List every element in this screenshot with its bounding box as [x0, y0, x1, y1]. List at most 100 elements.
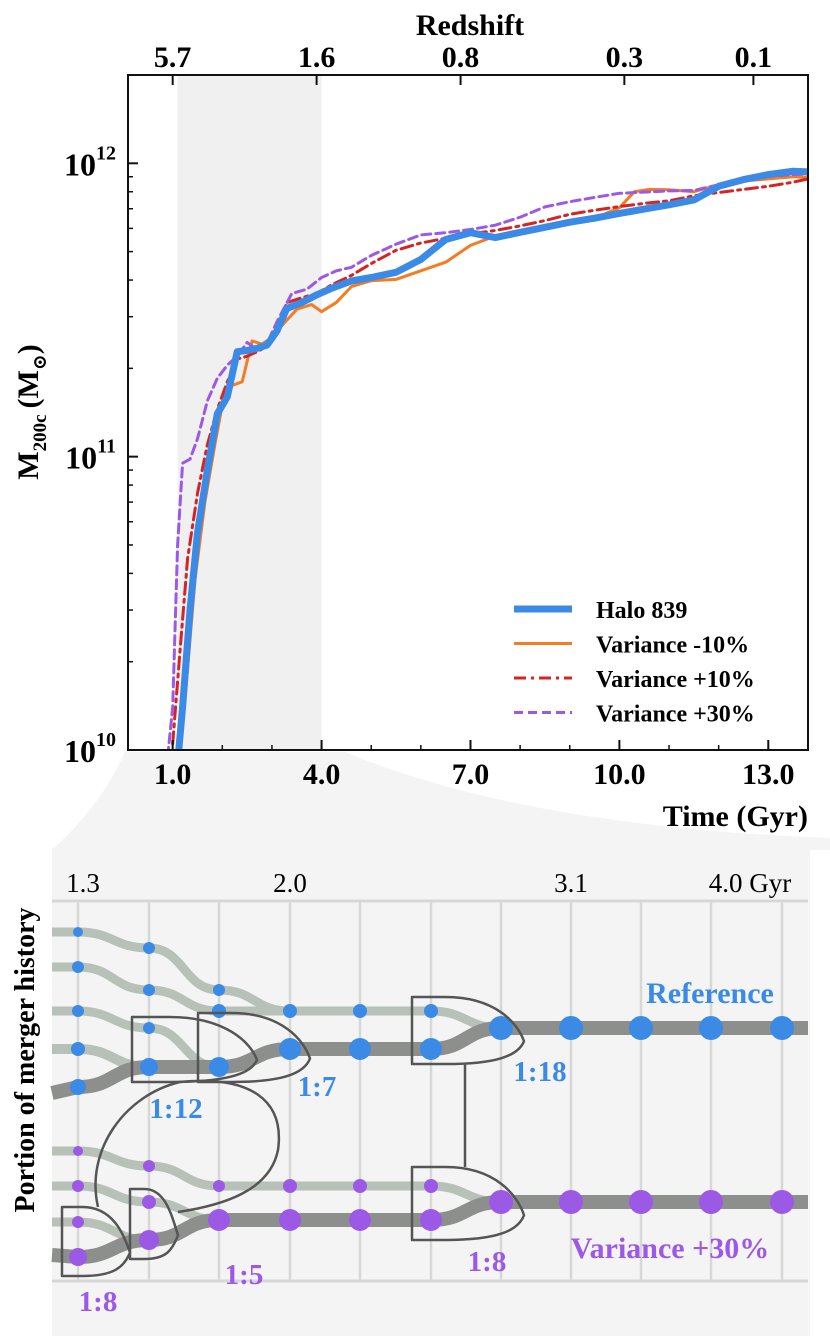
plot-frame: [127, 74, 809, 751]
legend-label-0: Halo 839: [596, 598, 687, 624]
tree-time-label: 4.0 Gyr: [709, 868, 792, 898]
tree-node: [72, 961, 84, 973]
y-axis-title: M200c (M⊙): [12, 344, 51, 480]
series-line-2: [171, 177, 808, 746]
merger-marker: [410, 995, 526, 1066]
nodes: [69, 927, 794, 1266]
merger-panel-ylabel: Portion of merger history: [10, 907, 41, 1212]
y-axis: 1010 1011 1012: [64, 74, 138, 769]
tree-node: [489, 1016, 513, 1040]
tree-node: [559, 1190, 583, 1214]
redshift-tick-label: 0.3: [606, 41, 644, 74]
y-axis-title-unit-symbol: ⊙: [30, 354, 51, 370]
tree-node: [69, 1248, 87, 1266]
tree-node: [699, 1190, 723, 1214]
ref-ratio-1: 1:12: [149, 1093, 202, 1125]
y-tick-label: 1011: [65, 436, 116, 476]
series-line-3: [166, 172, 808, 750]
ref-ratio-2: 1:7: [298, 1071, 337, 1103]
y-axis-title-close: ): [12, 344, 45, 354]
legend: Halo 839 Variance -10% Variance +10% Varian…: [514, 598, 755, 728]
merger-marker: [410, 1165, 526, 1242]
tree-node: [424, 1004, 438, 1018]
tree-node: [143, 1160, 155, 1172]
tree-branch: [52, 962, 502, 1033]
tree-node: [349, 1209, 371, 1231]
tree-node: [72, 1180, 84, 1192]
time-axis: 1.3 2.0 3.1 4.0 Gyr: [66, 868, 791, 898]
tree-branch: [51, 1195, 808, 1265]
tree-node: [139, 1230, 159, 1250]
tree-node: [283, 1004, 297, 1018]
tree-branch: [50, 1021, 808, 1100]
tree-node: [559, 1016, 583, 1040]
tree-node: [489, 1190, 513, 1214]
merger-tree-panel: 1.3 2.0 3.1 4.0 Gyr Portion of merger histo…: [10, 848, 810, 1336]
series-line-0: [175, 167, 808, 750]
tree-node: [142, 1195, 156, 1209]
link-arc: [94, 1079, 281, 1214]
tree-node: [279, 1038, 301, 1060]
tree-node: [73, 927, 83, 937]
shaded-span: [177, 75, 322, 750]
series-layer: [166, 167, 808, 750]
redshift-tick-label: 0.8: [442, 41, 480, 74]
zoom-connector: [52, 752, 830, 850]
redshift-tick-label: 5.7: [154, 41, 192, 74]
variance-label: Variance +30%: [571, 1232, 769, 1265]
tree-time-label: 3.1: [554, 868, 588, 898]
tree-node: [72, 1005, 84, 1017]
tree-node: [213, 984, 225, 996]
tree-node: [72, 1216, 84, 1228]
tree-node: [143, 1022, 155, 1034]
correspondence-links: [94, 1064, 467, 1214]
tree-node: [353, 1004, 367, 1018]
var-ratio-3: 1:8: [468, 1246, 507, 1278]
tree-node: [283, 1179, 297, 1193]
mass-history-chart: 1.0 4.0 7.0 10.0 13.0 1010 1011 1012 5.7 1.6 0.8…: [12, 9, 809, 833]
tree-node: [213, 1180, 225, 1192]
tree-branch: [52, 927, 291, 1016]
tree-node: [73, 1146, 83, 1156]
tree-node: [770, 1016, 794, 1040]
tree-node: [349, 1038, 371, 1060]
tree-node: [208, 1209, 230, 1231]
tree-node: [140, 1058, 158, 1076]
tree-node: [629, 1190, 653, 1214]
redshift-tick-label: 1.6: [298, 41, 336, 74]
y-axis-title-sub: 200c: [30, 414, 51, 451]
x-tick-label: 13.0: [742, 758, 795, 791]
legend-label-2: Variance +10%: [596, 667, 755, 693]
ref-ratio-3: 1:18: [513, 1056, 566, 1088]
y-axis-title-main: M: [12, 451, 45, 479]
tree-node: [70, 1079, 86, 1095]
reference-label: Reference: [646, 977, 774, 1010]
tree-time-label: 1.3: [66, 868, 100, 898]
var-ratio-1: 1:8: [79, 1286, 118, 1318]
redshift-tick-label: 0.1: [735, 41, 773, 74]
tree-branch: [52, 1146, 502, 1207]
legend-label-1: Variance -10%: [596, 633, 749, 659]
x-tick-label: 10.0: [593, 758, 646, 791]
tree-time-label: 2.0: [273, 868, 307, 898]
y-tick-label: 1010: [64, 729, 116, 769]
x-axis-title: Time (Gyr): [663, 800, 808, 833]
y-axis-title-unit: (M: [12, 370, 45, 408]
tree-node: [143, 942, 155, 954]
tree-node: [143, 984, 155, 996]
tree-node: [279, 1209, 301, 1231]
tree-node: [209, 1057, 229, 1077]
tree-node: [420, 1209, 442, 1231]
y-tick-label: 1012: [64, 142, 116, 182]
x-axis: 1.0 4.0 7.0 10.0 13.0: [154, 740, 795, 791]
tree-node: [770, 1190, 794, 1214]
branches: [50, 927, 808, 1265]
var-ratio-2: 1:5: [225, 1259, 264, 1291]
x-tick-label: 1.0: [154, 758, 192, 791]
x-tick-label: 4.0: [303, 758, 341, 791]
redshift-axis: 5.7 1.6 0.8 0.3 0.1: [154, 41, 772, 85]
legend-label-3: Variance +30%: [596, 702, 755, 728]
tree-node: [420, 1038, 442, 1060]
merger-marker: [196, 1011, 312, 1084]
